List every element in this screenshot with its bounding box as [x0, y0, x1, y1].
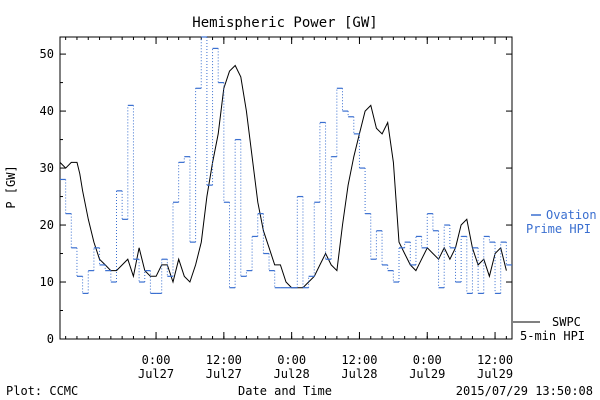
legend-swpc-label-line2: 5-min HPI: [520, 329, 585, 343]
y-tick-label: 40: [40, 104, 54, 118]
x-tick-label-date: Jul28: [341, 367, 377, 381]
x-tick-label-time: 0:00: [142, 353, 171, 367]
y-tick-label: 30: [40, 161, 54, 175]
x-tick-label-time: 0:00: [277, 353, 306, 367]
series-swpc-5-min-hpi: [59, 64, 507, 289]
y-axis-label: P [GW]: [4, 165, 18, 208]
y-tick-label: 10: [40, 275, 54, 289]
legend-ovation-label-line2: Prime HPI: [526, 222, 591, 236]
x-tick-label-time: 0:00: [413, 353, 442, 367]
x-tick-label-time: 12:00: [341, 353, 377, 367]
chart-title: Hemispheric Power [GW]: [192, 15, 377, 31]
y-axis-ticks: 0 10 20 30 40 50: [40, 47, 512, 346]
legend-swpc-label-line1: SWPC: [552, 315, 581, 329]
x-axis-ticks: 0:00Jul2712:00Jul270:00Jul2812:00Jul280:…: [65, 37, 513, 381]
plot-timestamp: 2015/07/29 13:50:08: [456, 384, 593, 398]
x-tick-label-time: 12:00: [206, 353, 242, 367]
legend-ovation-label-line1: Ovation: [546, 208, 597, 222]
chart-legend: Ovation Prime HPI SWPC 5-min HPI: [513, 208, 597, 343]
series-layer: [59, 36, 512, 295]
x-tick-label-date: Jul28: [274, 367, 310, 381]
x-axis-label: Date and Time: [238, 384, 332, 398]
x-tick-label-date: Jul29: [409, 367, 445, 381]
series-line: [59, 64, 507, 289]
y-tick-label: 20: [40, 218, 54, 232]
series-ovation-prime-hpi: [60, 36, 512, 295]
x-tick-label-date: Jul27: [206, 367, 242, 381]
x-tick-label-date: Jul27: [138, 367, 174, 381]
y-tick-label: 0: [47, 332, 54, 346]
x-tick-label-time: 12:00: [477, 353, 513, 367]
plot-credit: Plot: CCMC: [6, 384, 78, 398]
x-tick-label-date: Jul29: [477, 367, 513, 381]
y-tick-label: 50: [40, 47, 54, 61]
plot-frame: [59, 36, 513, 340]
